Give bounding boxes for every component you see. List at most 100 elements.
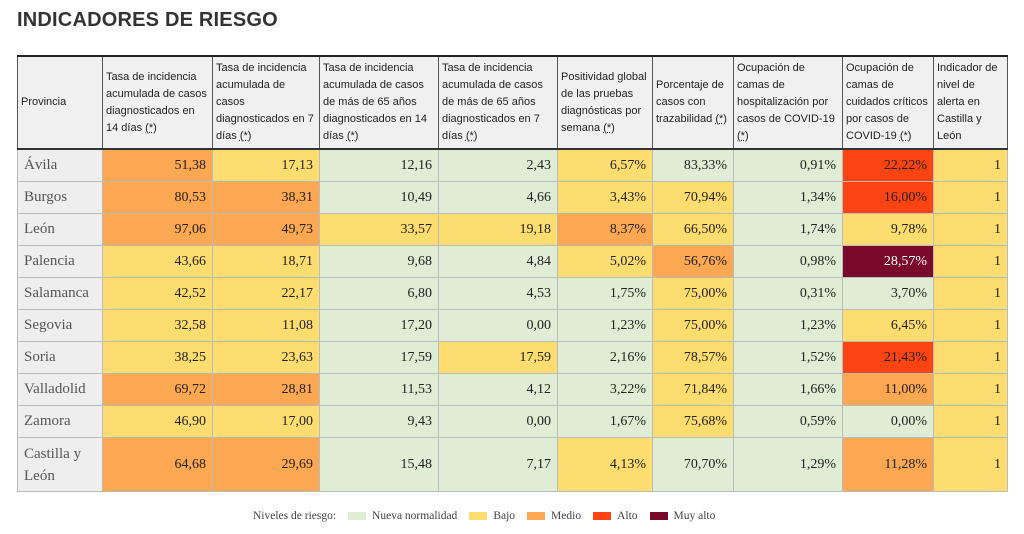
legend-item-label: Nueva normalidad: [372, 510, 458, 522]
province-cell: Palencia: [17, 245, 103, 278]
header-row: Provincia Tasa de incidencia acumulada de…: [17, 55, 1008, 150]
table-row: León 97,06 49,73 33,57 19,18 8,37% 66,50% 1,74%…: [17, 213, 1008, 246]
footnote-link[interactable]: (*): [465, 130, 478, 142]
indicator-cell: 49,73: [212, 213, 320, 246]
footnote-link[interactable]: (*): [239, 130, 252, 142]
indicator-cell: 2,16%: [557, 341, 653, 374]
indicator-cell: 80,53: [102, 181, 213, 214]
indicator-cell: 6,57%: [557, 148, 653, 182]
indicator-cell: 22,17: [212, 277, 320, 310]
indicator-cell: 70,70%: [652, 437, 734, 492]
risk-legend: Niveles de riesgo: Nueva normalidad Bajo M…: [253, 510, 715, 522]
indicator-cell: 17,13: [212, 148, 320, 182]
province-cell: Segovia: [17, 309, 103, 342]
indicator-cell: 42,52: [102, 277, 213, 310]
table-row: Palencia 43,66 18,71 9,68 4,84 5,02% 56,76% 0,9…: [17, 245, 1008, 278]
footnote-link[interactable]: (*): [346, 130, 359, 142]
indicator-cell: 56,76%: [652, 245, 734, 278]
footnote-link[interactable]: (*): [715, 113, 727, 125]
indicator-cell: 4,53: [438, 277, 558, 310]
column-header: Tasa de incidencia acumulada de casos de…: [319, 55, 439, 150]
table-row: Ávila 51,38 17,13 12,16 2,43 6,57% 83,33% 0,91%…: [17, 148, 1008, 182]
legend-label: Niveles de riesgo:: [253, 510, 337, 522]
indicator-cell: 11,00%: [842, 373, 934, 406]
indicator-cell: 17,20: [319, 309, 439, 342]
column-header-text: Provincia: [21, 96, 67, 108]
column-header: Tasa de incidencia acumulada de casos di…: [102, 55, 213, 150]
indicator-cell: 1,75%: [557, 277, 653, 310]
indicator-cell: 0,00%: [842, 405, 934, 438]
indicator-cell: 21,43%: [842, 341, 934, 374]
footnote-link[interactable]: (*): [603, 121, 615, 134]
column-header-text: Ocupación de camas de hospitalización po…: [737, 62, 835, 125]
indicator-cell: 28,57%: [842, 245, 934, 278]
province-cell: Salamanca: [17, 277, 103, 310]
footnote-link[interactable]: (*): [899, 130, 912, 142]
indicator-cell: 0,59%: [733, 405, 843, 438]
footnote-link[interactable]: (*): [145, 121, 157, 134]
column-header-text: Indicador de nivel de alerta en Castilla…: [937, 62, 998, 142]
table-row: Salamanca 42,52 22,17 6,80 4,53 1,75% 75,00% 0,…: [17, 277, 1008, 310]
table-row: Soria 38,25 23,63 17,59 17,59 2,16% 78,57% 1,52…: [17, 341, 1008, 374]
column-header: Provincia: [17, 55, 103, 150]
indicator-cell: 1,34%: [733, 181, 843, 214]
indicator-cell: 0,00: [438, 309, 558, 342]
column-header-text: Ocupación de camas de cuidados críticos …: [846, 62, 928, 142]
indicator-cell: 1,66%: [733, 373, 843, 406]
table-row: Segovia 32,58 11,08 17,20 0,00 1,23% 75,00% 1,2…: [17, 309, 1008, 342]
indicator-cell: 5,02%: [557, 245, 653, 278]
indicator-cell: 11,53: [319, 373, 439, 406]
indicator-cell: 4,13%: [557, 437, 653, 492]
footnote-link[interactable]: (*): [737, 130, 749, 142]
indicator-cell: 11,08: [212, 309, 320, 342]
table-row: Valladolid 69,72 28,81 11,53 4,12 3,22% 71,84%…: [17, 373, 1008, 406]
table-row: Burgos 80,53 38,31 10,49 4,66 3,43% 70,94% 1,34…: [17, 181, 1008, 214]
indicator-cell: 1: [933, 245, 1008, 278]
indicator-cell: 23,63: [212, 341, 320, 374]
indicator-cell: 51,38: [102, 148, 213, 182]
indicator-cell: 0,00: [438, 405, 558, 438]
indicator-cell: 1: [933, 148, 1008, 182]
legend-item-label: Muy alto: [673, 510, 716, 522]
province-cell: Soria: [17, 341, 103, 374]
indicator-cell: 4,12: [438, 373, 558, 406]
indicator-cell: 32,58: [102, 309, 213, 342]
indicator-cell: 75,00%: [652, 309, 734, 342]
column-header-text: Tasa de incidencia acumulada de casos de…: [323, 62, 427, 142]
indicator-cell: 75,00%: [652, 277, 734, 310]
province-cell: Ávila: [17, 148, 103, 182]
province-cell: León: [17, 213, 103, 246]
indicator-cell: 64,68: [102, 437, 213, 492]
indicator-cell: 46,90: [102, 405, 213, 438]
province-cell: Zamora: [17, 405, 103, 438]
legend-swatch-n: [348, 512, 367, 520]
legend-swatch-b: [469, 512, 488, 520]
column-header: Positividad global de las pruebas diagnó…: [557, 55, 653, 150]
indicator-cell: 6,45%: [842, 309, 934, 342]
indicator-cell: 43,66: [102, 245, 213, 278]
table-row: Zamora 46,90 17,00 9,43 0,00 1,67% 75,68% 0,59%…: [17, 405, 1008, 438]
legend-item-label: Bajo: [493, 510, 516, 522]
legend-item-label: Medio: [551, 510, 582, 522]
indicator-cell: 1: [933, 341, 1008, 374]
indicator-cell: 17,59: [319, 341, 439, 374]
indicator-cell: 33,57: [319, 213, 439, 246]
column-header: Tasa de incidencia acumulada de casos de…: [438, 55, 558, 150]
table-row: Castilla y León 64,68 29,69 15,48 7,17 4,13% 7…: [17, 437, 1008, 492]
indicator-cell: 28,81: [212, 373, 320, 406]
indicator-cell: 38,31: [212, 181, 320, 214]
indicator-cell: 1,23%: [733, 309, 843, 342]
indicator-cell: 1: [933, 181, 1008, 214]
indicator-cell: 8,37%: [557, 213, 653, 246]
indicator-cell: 4,66: [438, 181, 558, 214]
column-header: Ocupación de camas de hospitalización po…: [733, 55, 843, 150]
column-header: Tasa de incidencia acumulada de casos di…: [212, 55, 320, 150]
indicator-cell: 9,78%: [842, 213, 934, 246]
column-header-text: Tasa de incidencia acumulada de casos di…: [106, 70, 207, 134]
indicator-cell: 83,33%: [652, 148, 734, 182]
province-cell: Valladolid: [17, 373, 103, 406]
indicator-cell: 1: [933, 405, 1008, 438]
indicator-cell: 75,68%: [652, 405, 734, 438]
indicator-cell: 71,84%: [652, 373, 734, 406]
column-header-text: Tasa de incidencia acumulada de casos de…: [442, 62, 543, 142]
